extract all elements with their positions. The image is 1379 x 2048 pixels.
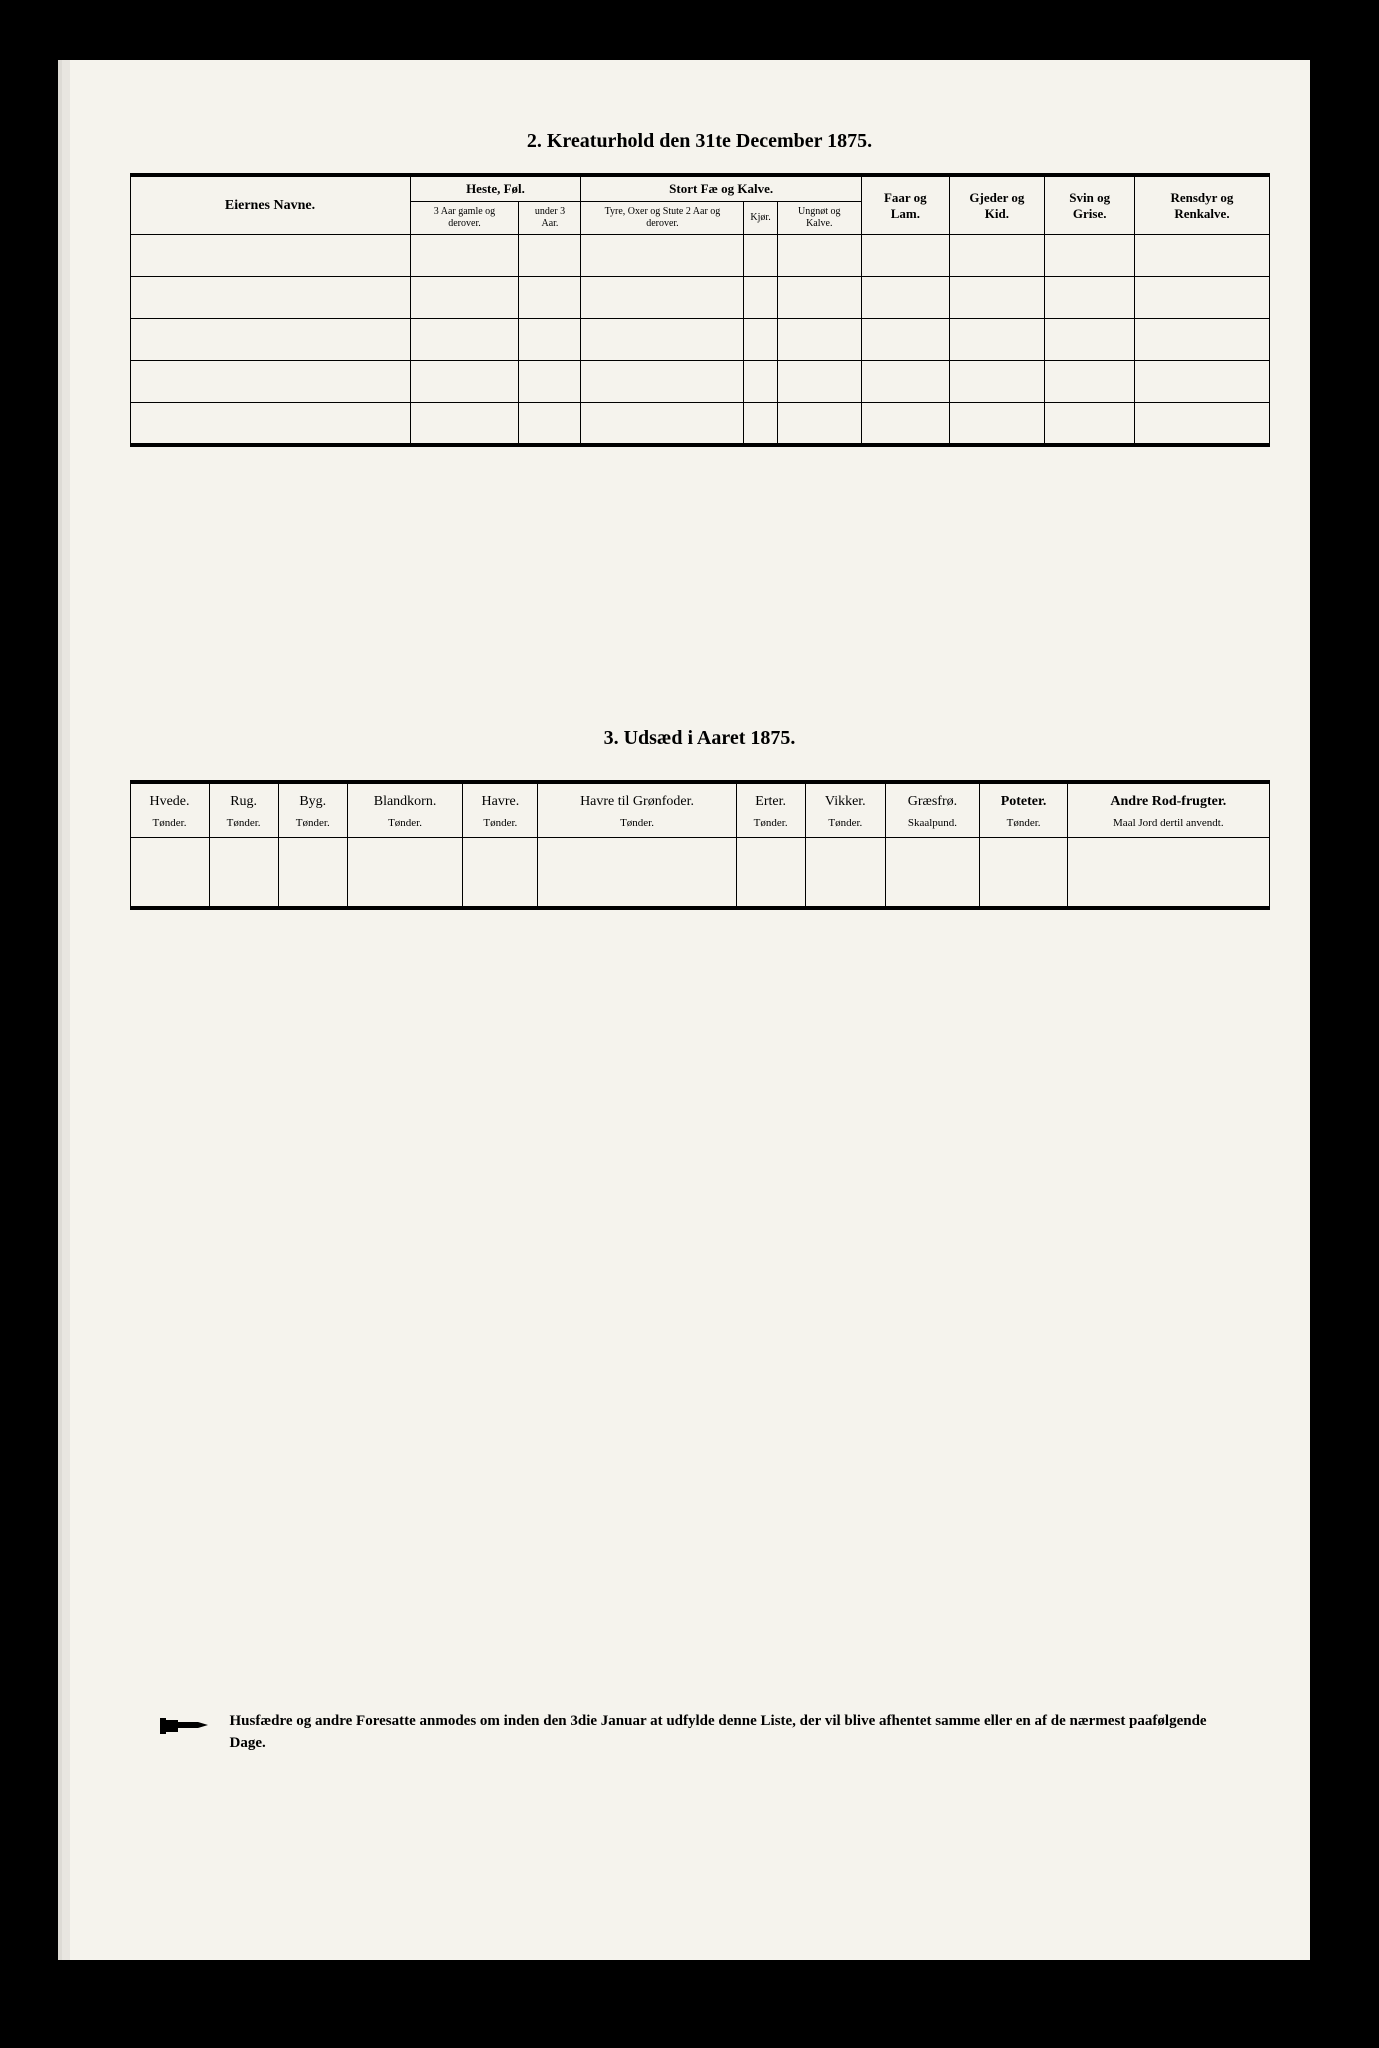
col-fae-sub2: Kjør. [744, 202, 777, 235]
document-page: 2. Kreaturhold den 31te December 1875. E… [70, 60, 1310, 1960]
col-byg: Byg. Tønder. [278, 782, 347, 838]
col-rug: Rug. Tønder. [209, 782, 278, 838]
col-vikker: Vikker. Tønder. [805, 782, 885, 838]
table-row [130, 235, 1269, 277]
col-blandkorn: Blandkorn. Tønder. [347, 782, 462, 838]
footer-text: Husfædre og andre Foresatte anmodes om i… [230, 1710, 1240, 1755]
col-heste-sub1: 3 Aar gamle og derover. [410, 202, 519, 235]
col-poteter: Poteter. Tønder. [979, 782, 1067, 838]
section2-title: 2. Kreaturhold den 31te December 1875. [130, 130, 1270, 153]
pointing-hand-icon [160, 1710, 210, 1740]
col-graesfro: Græsfrø. Skaalpund. [885, 782, 979, 838]
col-erter: Erter. Tønder. [736, 782, 805, 838]
col-havre: Havre. Tønder. [463, 782, 538, 838]
table-row [130, 277, 1269, 319]
table-row [130, 361, 1269, 403]
col-eiernes-navne: Eiernes Navne. [130, 175, 410, 235]
footer-note: Husfædre og andre Foresatte anmodes om i… [130, 1710, 1270, 1755]
table-row [130, 319, 1269, 361]
col-heste-sub2: under 3 Aar. [519, 202, 581, 235]
col-heste-group: Heste, Føl. [410, 175, 581, 202]
col-svin: Svin og Grise. [1044, 175, 1134, 235]
table-row [130, 403, 1269, 445]
col-andre-rodfrugter: Andre Rod-frugter. Maal Jord dertil anve… [1068, 782, 1269, 838]
col-gjeder: Gjeder og Kid. [949, 175, 1044, 235]
col-rensdyr: Rensdyr og Renkalve. [1135, 175, 1269, 235]
kreaturhold-table: Eiernes Navne. Heste, Føl. Stort Fæ og K… [130, 173, 1270, 447]
col-fae-sub1: Tyre, Oxer og Stute 2 Aar og derover. [581, 202, 744, 235]
section3-title: 3. Udsæd i Aaret 1875. [130, 727, 1270, 750]
col-stortfae-group: Stort Fæ og Kalve. [581, 175, 861, 202]
col-faar: Faar og Lam. [861, 175, 949, 235]
col-havre-gronfoder: Havre til Grønfoder. Tønder. [538, 782, 736, 838]
col-fae-sub3: Ungnøt og Kalve. [777, 202, 861, 235]
col-hvede: Hvede. Tønder. [130, 782, 209, 838]
table-row [130, 838, 1269, 908]
udsaed-table: Hvede. Tønder. Rug. Tønder. Byg. Tønder.… [130, 780, 1270, 910]
